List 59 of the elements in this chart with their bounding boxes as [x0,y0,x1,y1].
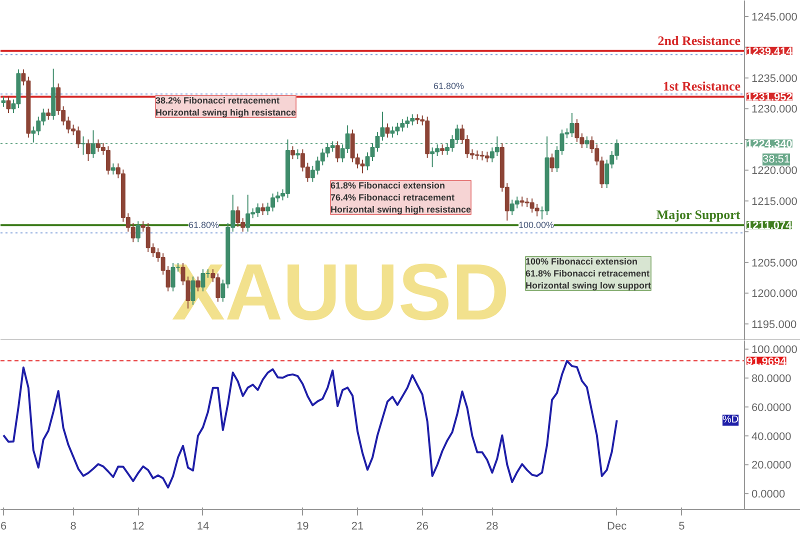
candlestick [1,96,6,108]
candlestick [260,202,266,216]
ref-line-label: 1239.414 [746,46,794,58]
y-tick-label: 1200.000 [752,288,798,300]
candlestick [385,122,390,138]
candlestick [335,140,340,163]
y-tick-label: 1235.000 [752,72,798,85]
x-tick-label: 19 [296,520,309,532]
candlestick [136,220,140,243]
x-tick-label: 5 [678,520,685,532]
y-tick-label: 1230.000 [752,104,798,116]
annotation: 100.00% [518,220,554,230]
y-tick-label: 1245.000 [752,11,798,24]
candlestick [550,153,554,173]
candlestick [46,108,51,120]
annotation: XAUUSD [172,248,510,336]
annotation: 61.80% [434,80,464,91]
candlestick [110,162,116,175]
annotation: 61.8% Fibonacci extension 76.4% Fibonacci retracement Horizontal swing high resistance [330,180,472,214]
y-tick-label: 1215.000 [752,196,798,208]
candlestick [440,144,445,156]
x-tick-label: 14 [196,520,210,532]
annotation: 2nd Resistance [658,32,741,48]
candlestick [584,136,590,149]
x-tick-label: 6 [0,520,7,532]
y-tick-label: 40.0000 [752,430,792,443]
y-tick-label: 100.0000 [752,344,798,356]
x-tick-label: 12 [132,520,144,532]
y-tick-label: 20.0000 [752,460,792,472]
text: %D [722,414,739,426]
ref-line-label: 1231.952 [746,92,792,104]
candlestick [86,138,91,162]
y-tick-label: 1195.000 [752,318,797,331]
line-series [2,360,618,489]
y-tick-label: 60.0000 [752,402,792,414]
annotation: Major Support [656,207,741,222]
text: 38:51 [762,154,790,166]
annotation: 100% Fibonacci extension 61.8% Fibonacci retracement Horizontal swing low support [526,256,651,290]
candlestick [196,276,200,292]
ref-line-label: 91.9694 [746,356,788,368]
y-tick-label: 1220.000 [752,165,798,178]
annotation: 1st Resistance [662,78,741,94]
candlestick [200,268,206,292]
y-tick-label: 0.0000 [752,488,786,501]
candlestick [190,276,196,306]
x-tick-label: 26 [416,520,428,532]
ref-line-label: 1224.340 [746,138,792,151]
candlestick [290,146,295,160]
candlestick [6,96,11,114]
x-tick-label: 8 [70,520,76,532]
x-tick-label: 21 [351,520,364,532]
annotation: 61.80% [188,220,220,230]
candlestick [295,148,300,160]
y-tick-label: 1205.000 [752,257,798,270]
y-tick-label: 80.0000 [752,373,792,386]
annotation: 38.2% Fibonacci retracement Horizontal swing high resistance [156,96,296,118]
x-tick-label: 28 [486,520,498,532]
candlestick [91,130,96,158]
x-tick-label: Dec [607,520,628,532]
